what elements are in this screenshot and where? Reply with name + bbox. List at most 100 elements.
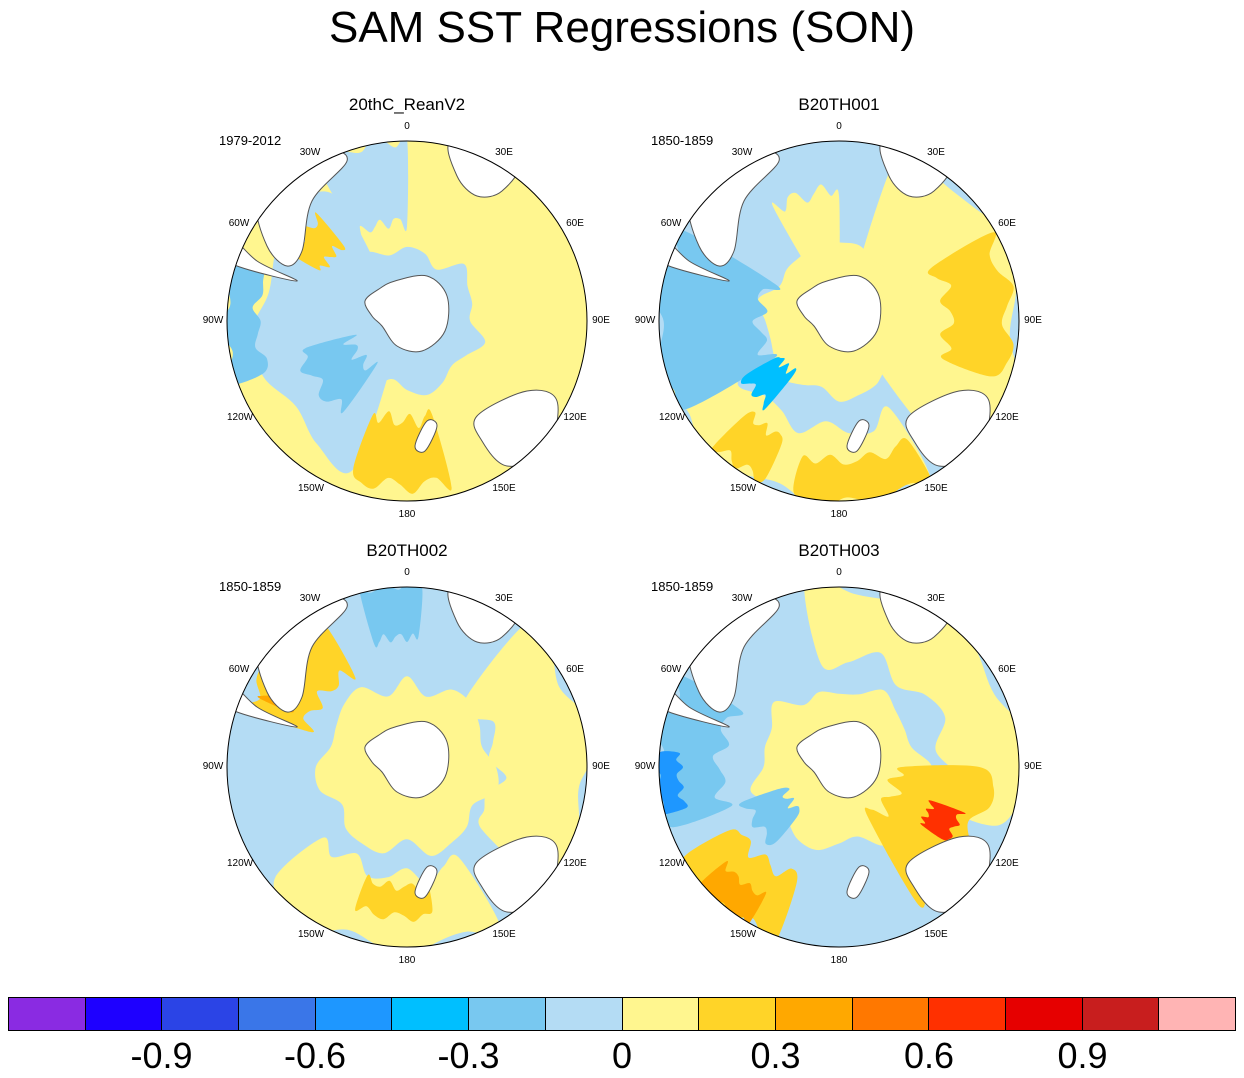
colorbar-segment [852, 998, 930, 1030]
panel-title: B20TH002 [366, 541, 448, 560]
sst-contour [711, 411, 783, 483]
longitude-label: 180 [398, 955, 416, 966]
polar-map [658, 586, 1020, 948]
landmass [364, 720, 450, 799]
sst-contour [920, 800, 966, 841]
colorbar-tick-label: 0.9 [1057, 1035, 1108, 1076]
colorbar-segment [85, 998, 163, 1030]
sst-contour [771, 184, 840, 297]
longitude-label: 60W [228, 664, 250, 675]
map-panel-b20th003: B20TH003 1850-1859 0 30E 60E 90E 120E 150E 180… [629, 541, 1049, 971]
polar-map [226, 586, 588, 948]
sst-contour [659, 227, 781, 410]
figure-title: SAM SST Regressions (SON) [328, 3, 915, 52]
landmass [364, 274, 450, 353]
colorbar-segment [469, 998, 546, 1030]
sst-contour [856, 141, 1019, 454]
longitude-label: 90E [1024, 315, 1042, 326]
longitude-label: 120W [226, 858, 254, 869]
sst-contour [804, 587, 1019, 826]
longitude-label: 90W [634, 315, 656, 326]
longitude-label: 150W [298, 483, 325, 494]
longitude-label: 180 [830, 955, 848, 966]
longitude-label: 30E [495, 592, 513, 604]
longitude-label: 150W [298, 929, 325, 940]
longitude-label: 120W [658, 858, 686, 869]
colorbar-tick-label: 0.3 [750, 1035, 801, 1076]
sst-contour [463, 619, 587, 882]
longitude-label: 150E [492, 929, 516, 940]
map-panel-b20th001: B20TH001 1850-1859 0 30E 60E 90E 120E 150E 180… [629, 95, 1049, 525]
longitude-label: 60W [228, 218, 250, 229]
colorbar-segment [315, 998, 393, 1030]
colorbar [8, 997, 1236, 1031]
longitude-label: 60E [998, 218, 1016, 229]
sst-contour [738, 787, 800, 846]
period-label: 1850-1859 [651, 579, 714, 594]
colorbar-tick-label: -0.6 [283, 1035, 347, 1076]
polar-map [658, 140, 1020, 502]
longitude-label: 60E [998, 664, 1016, 675]
landmass [846, 865, 870, 899]
colorbar-segment [1159, 998, 1235, 1030]
longitude-label: 90E [592, 315, 610, 326]
longitude-label: 120E [563, 412, 587, 423]
colorbar-segment [699, 998, 776, 1030]
colorbar-tick-label: -0.3 [437, 1035, 500, 1076]
longitude-label: 0 [404, 567, 410, 578]
panel-title: B20TH001 [798, 95, 880, 114]
colorbar-segment [545, 998, 623, 1030]
longitude-label: 60W [660, 218, 682, 229]
map-panel-20thc-reanv2: 20thC_ReanV2 1979-2012 0 30E 60E 90E 120E 150… [197, 95, 617, 525]
sst-contour [300, 334, 378, 414]
sst-contour [793, 438, 933, 501]
landmass [846, 419, 870, 453]
colorbar-tick-label: -0.9 [130, 1035, 193, 1076]
sst-contour [227, 259, 268, 385]
longitude-label: 30E [927, 146, 945, 158]
longitude-label: 120E [995, 412, 1019, 423]
colorbar-tick-label: 0.6 [903, 1035, 955, 1076]
longitude-label: 120E [563, 858, 587, 869]
longitude-label: 90W [202, 315, 224, 326]
longitude-label: 0 [836, 121, 842, 132]
colorbar-segment [1005, 998, 1083, 1030]
longitude-label: 150W [730, 929, 757, 940]
colorbar-segment [622, 998, 700, 1030]
colorbar-segment [9, 998, 86, 1030]
longitude-label: 60E [566, 218, 584, 229]
longitude-label: 150W [730, 483, 757, 494]
period-label: 1979-2012 [219, 133, 282, 148]
longitude-label: 150E [924, 929, 948, 940]
longitude-label: 90E [592, 761, 610, 772]
sst-contour [358, 587, 423, 648]
longitude-label: 180 [830, 509, 848, 520]
polar-map [226, 140, 588, 502]
period-label: 1850-1859 [219, 579, 282, 594]
longitude-label: 30E [927, 592, 945, 604]
longitude-label: 60E [566, 664, 584, 675]
longitude-label: 60W [660, 664, 682, 675]
colorbar-segment [392, 998, 470, 1030]
map-panel-b20th002: B20TH002 1850-1859 0 30E 60E 90E 120E 150E 180… [197, 541, 617, 971]
period-label: 1850-1859 [651, 133, 714, 148]
sst-contour [740, 357, 797, 411]
longitude-label: 90W [634, 761, 656, 772]
panel-title: 20thC_ReanV2 [348, 95, 466, 114]
sst-contour [927, 232, 1014, 377]
longitude-label: 120E [995, 858, 1019, 869]
landmass [796, 720, 882, 799]
colorbar-segment [775, 998, 853, 1030]
longitude-label: 30E [495, 146, 513, 158]
colorbar-segment [162, 998, 240, 1030]
landmass [414, 865, 438, 899]
longitude-label: 90E [1024, 761, 1042, 772]
colorbar-segment [929, 998, 1006, 1030]
colorbar-segment [1082, 998, 1160, 1030]
landmass [796, 274, 882, 353]
longitude-label: 0 [836, 567, 842, 578]
longitude-label: 120W [226, 412, 254, 423]
longitude-label: 30W [299, 592, 321, 604]
colorbar-segment [239, 998, 316, 1030]
longitude-label: 150E [924, 483, 948, 494]
